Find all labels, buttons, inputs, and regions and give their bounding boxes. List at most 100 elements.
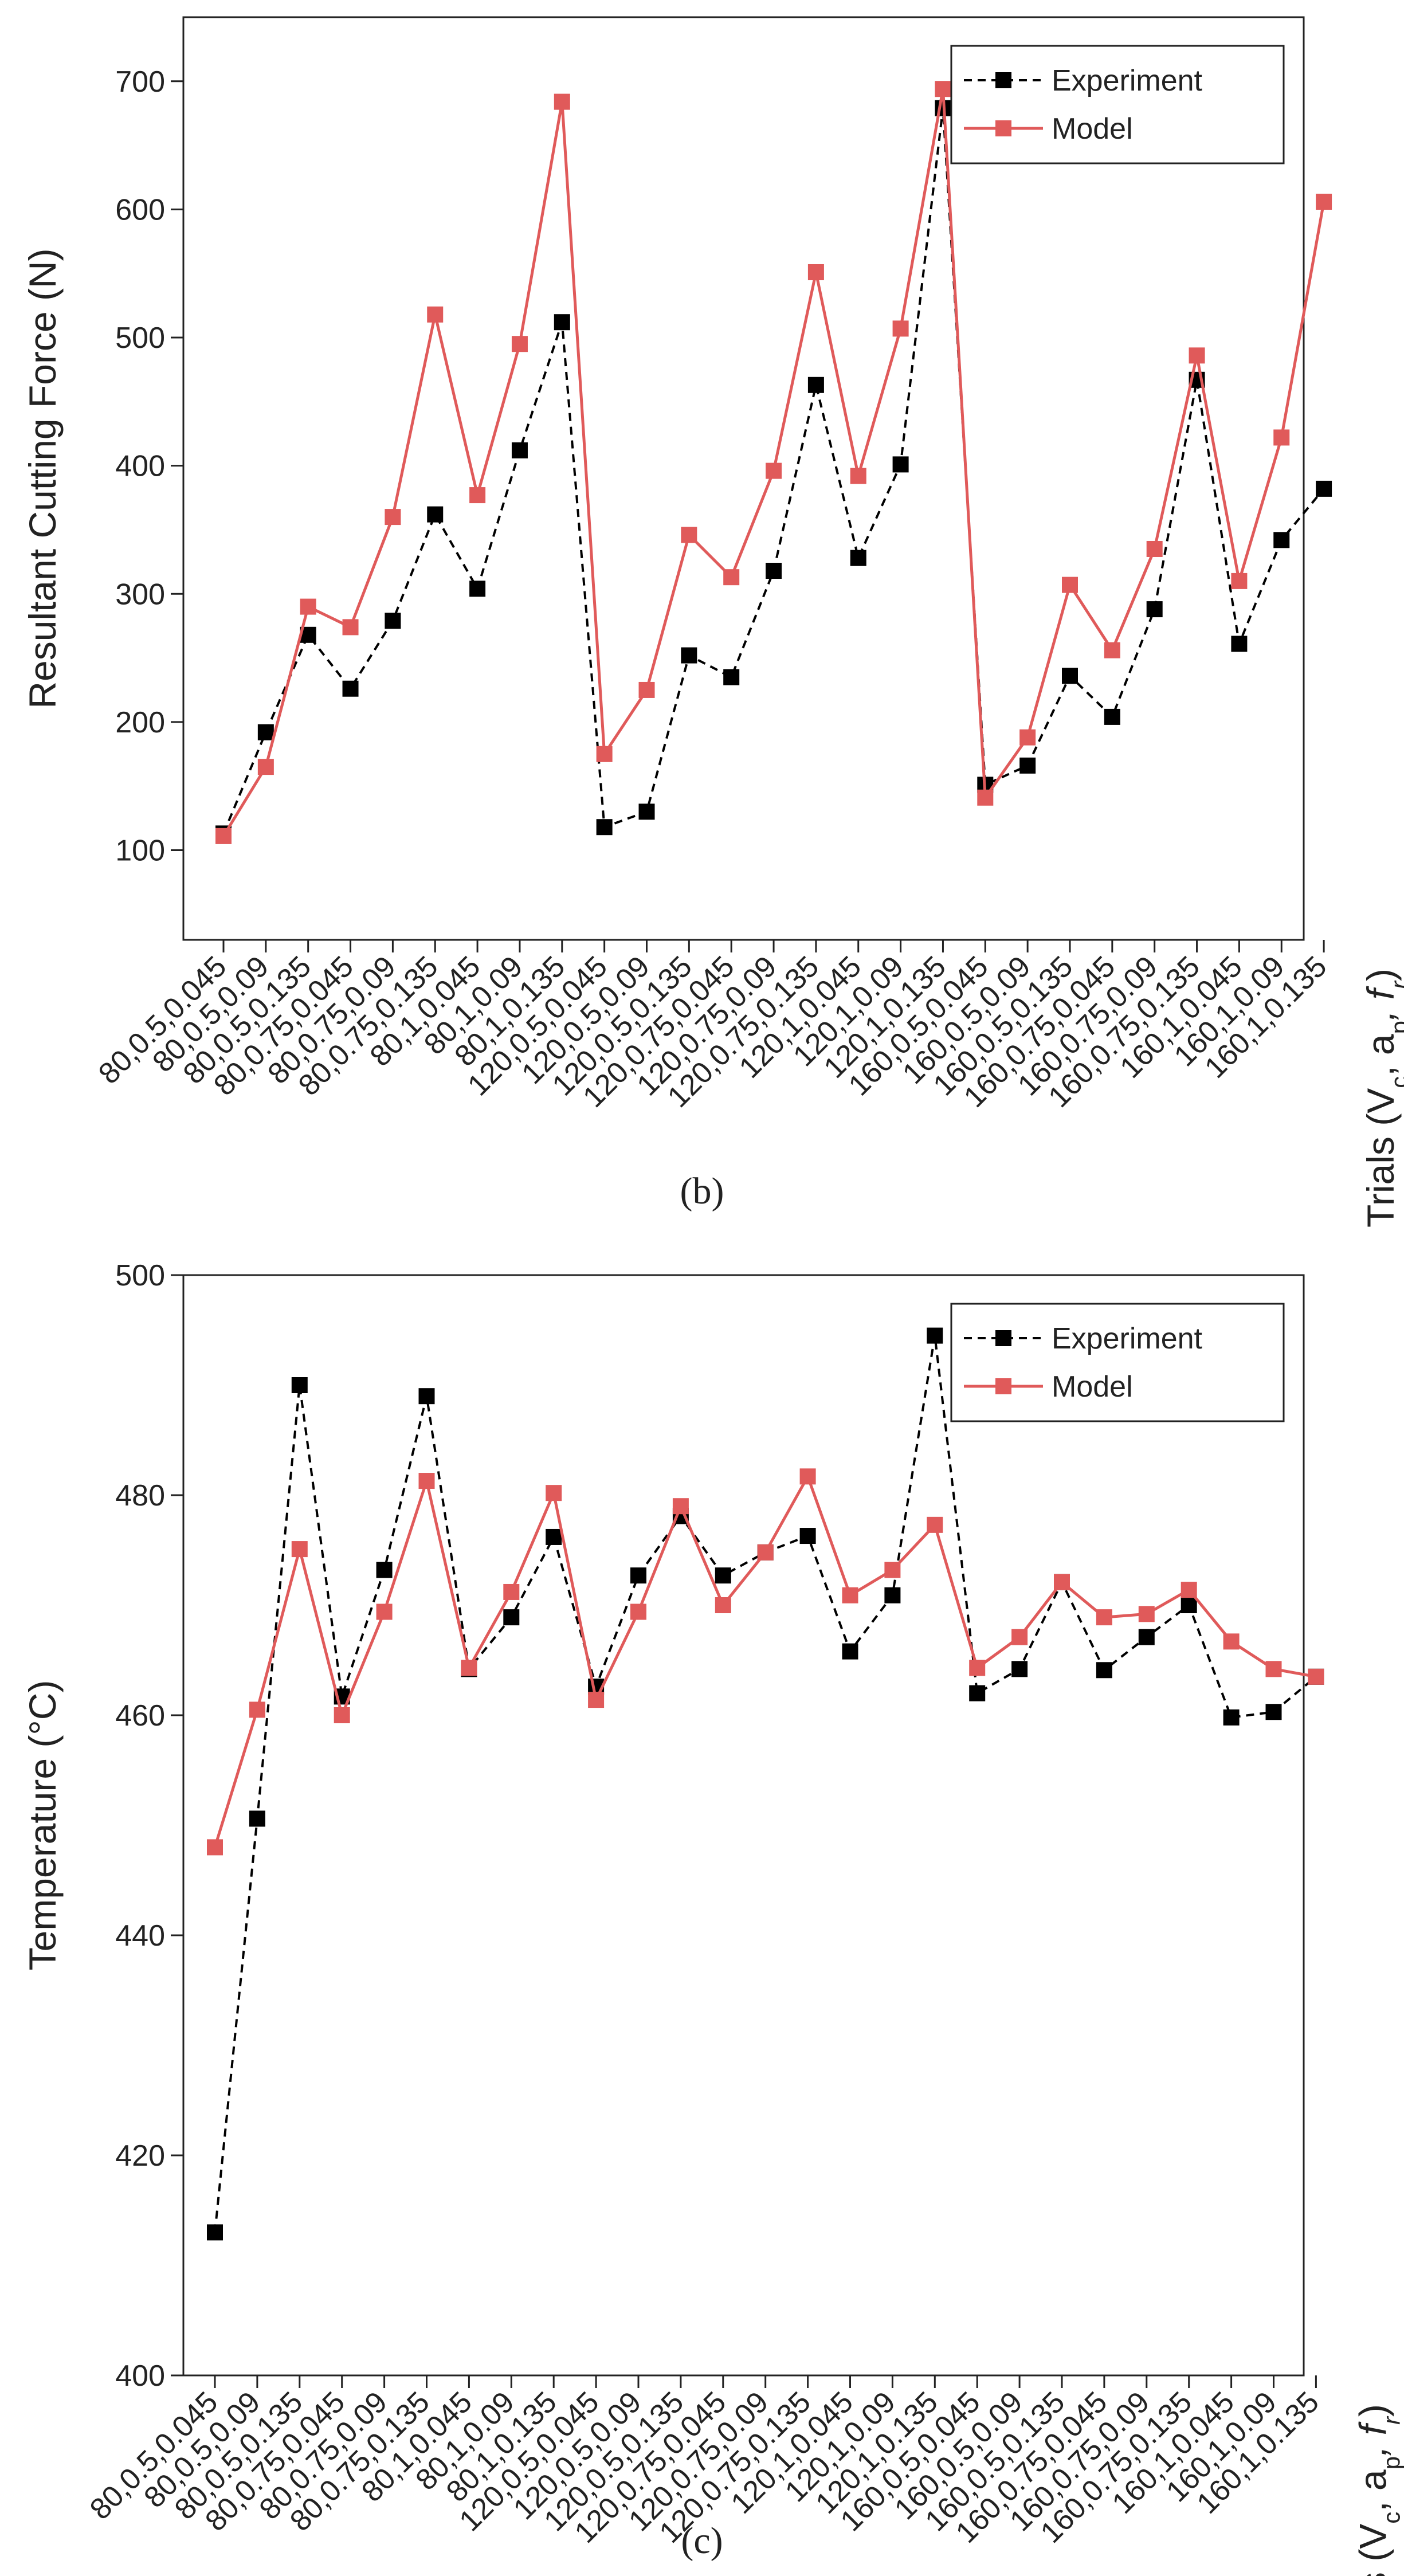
marker-experiment-23: [1181, 1597, 1197, 1613]
legend-swatch-marker-experiment: [995, 72, 1011, 88]
marker-model-9: [588, 1692, 605, 1708]
chart-b: 100 200 300 400 500 600 700 Resultant Cutting F…: [21, 16, 1404, 1228]
marker-experiment-20: [1062, 668, 1078, 684]
marker-model-3: [334, 1707, 350, 1723]
marker-model-21: [1104, 642, 1120, 658]
y-tick-label: 600: [115, 193, 165, 226]
x-axis-title-prefix: Trials (V: [1351, 2524, 1394, 2576]
marker-experiment-24: [1231, 636, 1248, 652]
x-axis-title: Trials (Vc, ap, fr): [1351, 2404, 1404, 2576]
marker-model-12: [715, 1597, 731, 1613]
marker-experiment-14: [799, 1528, 816, 1544]
marker-model-20: [1054, 1574, 1070, 1590]
series-line-experiment: [214, 1334, 1317, 2233]
marker-experiment-19: [1011, 1661, 1028, 1677]
marker-experiment-7: [503, 1609, 520, 1626]
marker-model-16: [884, 1562, 901, 1578]
marker-experiment-19: [1019, 757, 1036, 774]
marker-model-25: [1273, 429, 1290, 446]
x-axis-title-s3: r: [1378, 2416, 1404, 2425]
marker-model-12: [723, 569, 740, 586]
marker-model-22: [1138, 1606, 1155, 1622]
marker-model-2: [300, 598, 316, 615]
marker-model-19: [1011, 1629, 1028, 1645]
y-tick-label: 440: [115, 1919, 165, 1952]
marker-model-1: [249, 1701, 265, 1718]
marker-model-7: [511, 336, 528, 352]
marker-experiment-25: [1273, 532, 1290, 548]
y-tick-label: 400: [115, 2359, 165, 2393]
x-axis-title-suffix: ): [1359, 969, 1402, 981]
marker-model-15: [842, 1587, 858, 1603]
marker-model-3: [342, 619, 359, 636]
panel-caption: (b): [680, 1170, 724, 1212]
marker-experiment-3: [342, 680, 359, 697]
marker-experiment-15: [850, 550, 866, 566]
marker-experiment-10: [638, 803, 655, 820]
marker-model-11: [681, 527, 697, 543]
marker-experiment-1: [249, 1810, 265, 1827]
legend-label-experiment: Experiment: [1052, 64, 1203, 97]
legend-label-model: Model: [1052, 1370, 1133, 1403]
marker-experiment-12: [723, 669, 740, 685]
marker-model-18: [977, 789, 994, 806]
series-line-model: [213, 1475, 1316, 1848]
marker-model-6: [469, 487, 486, 504]
marker-experiment-11: [681, 647, 697, 664]
legend: Experiment Model: [950, 1303, 1285, 1422]
marker-model-21: [1096, 1609, 1112, 1626]
marker-experiment-6: [469, 581, 486, 597]
legend-box: [950, 45, 1285, 164]
series-line-model: [222, 87, 1325, 837]
marker-experiment-26: [1316, 480, 1332, 497]
marker-model-0: [215, 828, 232, 844]
marker-model-4: [376, 1603, 393, 1620]
marker-experiment-24: [1223, 1709, 1240, 1726]
marker-model-9: [596, 746, 613, 762]
x-axis-title-s1: c: [1385, 1076, 1404, 1088]
y-tick-label: 400: [115, 450, 165, 483]
marker-model-20: [1062, 577, 1078, 593]
marker-model-1: [257, 759, 274, 775]
y-tick-label: 300: [115, 578, 165, 611]
marker-experiment-4: [376, 1562, 393, 1578]
marker-experiment-12: [715, 1567, 731, 1584]
marker-model-14: [807, 264, 824, 280]
marker-model-13: [766, 462, 782, 479]
marker-model-17: [935, 81, 951, 97]
y-tick-label: 420: [115, 2139, 165, 2173]
x-axis-title-suffix: ): [1351, 2404, 1394, 2417]
x-axis-title-prefix: Trials (V: [1359, 1088, 1402, 1228]
x-axis-title-m1: , a: [1359, 1034, 1402, 1076]
x-axis-title-m2: , f: [1351, 2421, 1394, 2456]
y-axis-title: Resultant Cutting Force (N): [21, 248, 64, 708]
marker-model-13: [757, 1544, 774, 1561]
marker-experiment-21: [1096, 1662, 1112, 1679]
marker-model-8: [554, 93, 570, 110]
marker-model-6: [461, 1660, 477, 1676]
marker-experiment-22: [1138, 1629, 1155, 1645]
marker-model-11: [672, 1498, 689, 1515]
marker-model-23: [1189, 347, 1205, 364]
marker-model-7: [503, 1583, 520, 1600]
marker-model-2: [291, 1541, 308, 1558]
marker-model-16: [892, 320, 909, 337]
marker-model-25: [1265, 1661, 1282, 1677]
marker-model-23: [1181, 1582, 1197, 1598]
marker-model-22: [1146, 540, 1163, 557]
marker-model-4: [385, 509, 401, 526]
marker-model-14: [799, 1468, 816, 1485]
x-axis-title-s3: r: [1385, 980, 1404, 989]
panel-caption: (c): [681, 2520, 723, 2562]
marker-experiment-8: [554, 314, 570, 331]
y-tick-label: 460: [115, 1699, 165, 1732]
legend-swatch-marker-experiment: [995, 1330, 1011, 1346]
marker-experiment-14: [807, 377, 824, 393]
marker-experiment-10: [630, 1567, 646, 1584]
y-tick-label: 500: [115, 321, 165, 355]
marker-model-10: [630, 1603, 646, 1620]
marker-experiment-2: [291, 1377, 308, 1393]
legend-swatch-marker-model: [995, 1378, 1011, 1394]
